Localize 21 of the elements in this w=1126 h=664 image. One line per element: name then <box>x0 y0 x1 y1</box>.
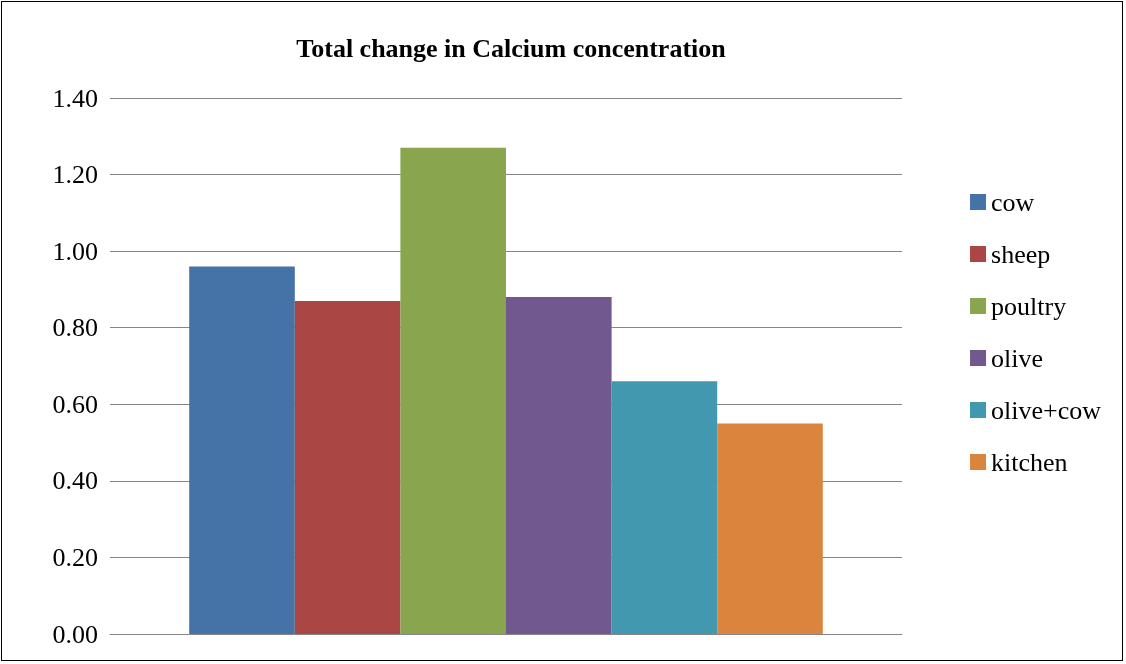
y-tick-label: 0.00 <box>52 619 98 649</box>
legend-label: olive <box>991 343 1044 373</box>
bar <box>400 147 506 634</box>
y-tick-label: 1.20 <box>52 160 98 190</box>
bar <box>189 266 295 634</box>
y-tick-label: 0.40 <box>52 466 98 496</box>
y-tick-label: 1.40 <box>52 83 98 113</box>
chart-title: Total change in Calcium concentration <box>296 33 727 63</box>
y-tick-label: 1.00 <box>52 236 98 266</box>
bar <box>717 423 823 634</box>
y-tick-label: 0.20 <box>52 542 98 572</box>
legend-label: sheep <box>991 239 1051 269</box>
legend-label: olive+cow <box>991 395 1102 425</box>
legend-label: poultry <box>991 291 1067 321</box>
bar <box>611 381 718 634</box>
bar <box>294 300 401 634</box>
y-tick-label: 0.80 <box>52 313 98 343</box>
y-tick-label: 0.60 <box>52 389 98 419</box>
legend-label: kitchen <box>991 447 1068 477</box>
bar <box>506 297 612 634</box>
legend-label: cow <box>991 187 1035 217</box>
